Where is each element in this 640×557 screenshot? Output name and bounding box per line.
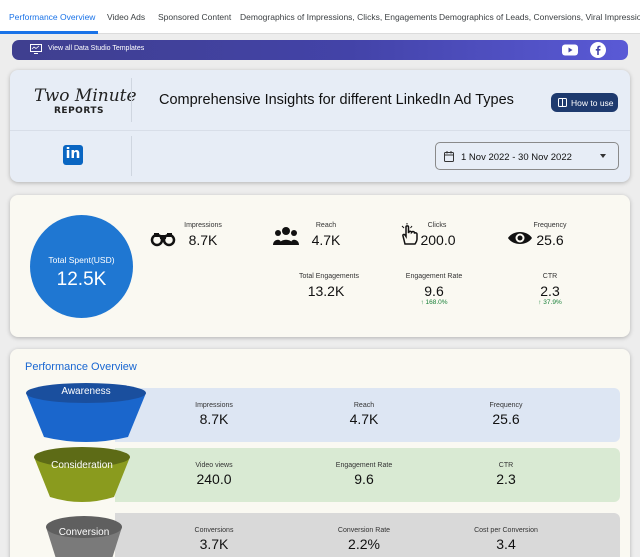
frequency-label: Frequency — [533, 222, 567, 229]
band-metric-value: 2.2% — [348, 536, 380, 552]
total-spent-circle: Total Spent(USD) 12.5K — [30, 215, 133, 318]
linkedin-glyph: in — [65, 146, 81, 162]
eye-icon — [508, 232, 532, 244]
chevron-down-icon — [600, 154, 606, 158]
binoculars-icon — [150, 233, 176, 247]
logo-subtitle: REPORTS — [54, 106, 104, 116]
divider — [10, 130, 630, 131]
band-metric-label: Conversions — [194, 527, 234, 534]
templates-link[interactable]: View all Data Studio Templates — [48, 45, 145, 52]
date-range-value: 1 Nov 2022 - 30 Nov 2022 — [461, 152, 572, 163]
header-card: Two Minute REPORTS Comprehensive Insight… — [10, 70, 630, 182]
conversion-stage-label: Conversion — [58, 527, 110, 538]
frequency-value: 25.6 — [536, 232, 564, 248]
book-icon — [558, 98, 567, 107]
active-tab-indicator — [0, 31, 98, 34]
ctr-value: 2.3 — [540, 283, 560, 299]
consideration-funnel — [34, 447, 130, 502]
logo-title: Two Minute — [34, 86, 137, 106]
band-metric-label: Engagement Rate — [335, 462, 393, 469]
awareness-stage-label: Awareness — [61, 386, 111, 397]
tab-demographics-leads[interactable]: Demographics of Leads, Conversions, Vira… — [439, 12, 640, 22]
divider — [131, 136, 132, 176]
tab-demographics-impressions[interactable]: Demographics of Impressions, Clicks, Eng… — [240, 12, 437, 22]
how-to-use-button[interactable]: How to use — [551, 93, 618, 112]
reach-value: 4.7K — [311, 232, 341, 248]
band-metric-label: Video views — [195, 462, 233, 469]
engagement-rate-label: Engagement Rate — [405, 273, 463, 280]
band-metric-label: Frequency — [489, 402, 523, 409]
band-metric-value: 3.7K — [199, 536, 229, 552]
page-title: Comprehensive Insights for different Lin… — [159, 92, 514, 108]
total-engagements-label: Total Engagements — [299, 273, 359, 280]
hand-pointer-icon — [401, 223, 418, 245]
conversion-band: Conversions 3.7K Conversion Rate 2.2% Co… — [115, 513, 620, 557]
templates-banner[interactable]: View all Data Studio Templates — [12, 40, 628, 60]
performance-overview-title: Performance Overview — [25, 361, 137, 373]
divider — [131, 78, 132, 122]
engagement-rate-value: 9.6 — [424, 283, 444, 299]
date-range-picker[interactable]: 1 Nov 2022 - 30 Nov 2022 — [435, 142, 619, 170]
youtube-icon[interactable] — [562, 43, 578, 57]
kpi-scorecard: Total Spent(USD) 12.5K Impressions 8.7K … — [10, 195, 630, 337]
performance-overview-card: Performance Overview Impressions 8.7K Re… — [10, 349, 630, 557]
tab-video-ads[interactable]: Video Ads — [107, 12, 146, 22]
band-metric-label: Impressions — [195, 402, 233, 409]
monitor-icon — [30, 44, 42, 54]
reach-label: Reach — [315, 222, 337, 229]
total-spent-label: Total Spent(USD) — [48, 255, 115, 265]
conversion-funnel — [46, 516, 122, 557]
report-tabs: Performance Overview Video Ads Sponsored… — [0, 0, 640, 34]
band-metric-value: 4.7K — [349, 411, 379, 427]
band-metric-label: Cost per Conversion — [474, 527, 538, 534]
band-metric-label: CTR — [498, 462, 514, 469]
impressions-label: Impressions — [184, 222, 222, 229]
band-metric-value: 2.3 — [496, 471, 516, 487]
band-metric-label: Reach — [353, 402, 375, 409]
total-engagements-value: 13.2K — [307, 283, 345, 299]
tab-sponsored-content[interactable]: Sponsored Content — [158, 12, 232, 22]
awareness-funnel — [26, 383, 146, 442]
band-metric-value: 240.0 — [196, 471, 232, 487]
awareness-band: Impressions 8.7K Reach 4.7K Frequency 25… — [115, 388, 620, 442]
impressions-value: 8.7K — [188, 232, 218, 248]
tab-performance-overview[interactable]: Performance Overview — [9, 12, 96, 22]
consideration-stage-label: Consideration — [51, 460, 113, 471]
facebook-icon[interactable] — [590, 42, 606, 58]
band-metric-value: 25.6 — [492, 411, 520, 427]
band-metric-label: Conversion Rate — [337, 527, 391, 534]
how-to-use-label: How to use — [571, 98, 614, 108]
engagement-rate-delta: ↑ 168.0% — [420, 299, 448, 306]
ctr-delta: ↑ 37.9% — [538, 299, 562, 306]
consideration-band: Video views 240.0 Engagement Rate 9.6 CT… — [115, 448, 620, 502]
calendar-icon — [444, 151, 454, 162]
total-spent-value: 12.5K — [56, 269, 107, 290]
band-metric-value: 9.6 — [354, 471, 374, 487]
clicks-label: Clicks — [427, 222, 447, 229]
people-icon — [273, 227, 299, 245]
linkedin-icon: in — [63, 145, 83, 165]
band-metric-value: 8.7K — [199, 411, 229, 427]
band-metric-value: 3.4 — [496, 536, 516, 552]
ctr-label: CTR — [542, 273, 558, 280]
clicks-value: 200.0 — [420, 232, 456, 248]
